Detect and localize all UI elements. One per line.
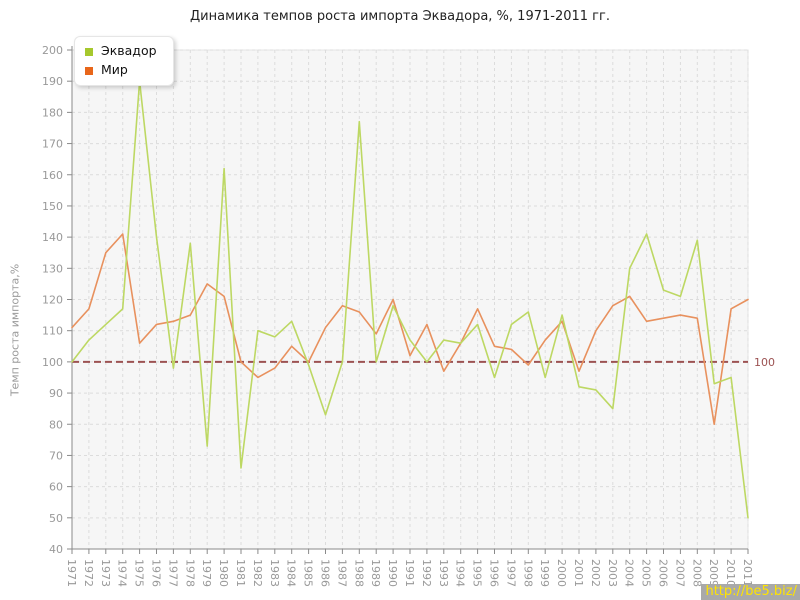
- legend-swatch-world: [85, 66, 93, 75]
- svg-text:2005: 2005: [640, 559, 653, 587]
- reference-line-label: 100: [754, 356, 775, 369]
- svg-text:70: 70: [49, 449, 63, 462]
- svg-text:2003: 2003: [606, 559, 619, 587]
- svg-text:1977: 1977: [166, 559, 179, 587]
- x-axis-tick-labels: 1971 1972 1973 1974 1975 1976 1977 1978 1979 1980…: [65, 559, 754, 587]
- svg-text:2010: 2010: [724, 559, 737, 587]
- series-world-line[interactable]: [71, 233, 749, 426]
- svg-text:200: 200: [42, 44, 63, 57]
- svg-text:1980: 1980: [217, 559, 230, 587]
- svg-text:1975: 1975: [133, 559, 146, 587]
- svg-text:100: 100: [754, 356, 775, 369]
- svg-text:90: 90: [49, 387, 63, 400]
- svg-text:170: 170: [42, 138, 63, 151]
- svg-text:1994: 1994: [454, 559, 467, 587]
- svg-text:1973: 1973: [99, 559, 112, 587]
- svg-text:2004: 2004: [623, 559, 636, 587]
- svg-text:160: 160: [42, 169, 63, 182]
- svg-text:1991: 1991: [403, 559, 416, 587]
- svg-text:1990: 1990: [386, 559, 399, 587]
- svg-text:1981: 1981: [234, 559, 247, 587]
- legend: Эквадор Мир: [74, 36, 174, 86]
- svg-text:130: 130: [42, 262, 63, 275]
- chart-title: Динамика темпов роста импорта Эквадора, …: [190, 9, 610, 24]
- svg-text:60: 60: [49, 481, 63, 494]
- svg-text:110: 110: [42, 325, 63, 338]
- svg-text:1999: 1999: [538, 559, 551, 587]
- legend-label-ecuador: Эквадор: [101, 43, 157, 59]
- svg-text:1983: 1983: [268, 559, 281, 587]
- svg-text:2001: 2001: [572, 559, 585, 587]
- svg-text:1998: 1998: [521, 559, 534, 587]
- gridlines: [71, 49, 749, 549]
- svg-text:1972: 1972: [82, 559, 95, 587]
- legend-item-world[interactable]: Мир: [85, 61, 157, 80]
- svg-text:50: 50: [49, 512, 63, 525]
- svg-text:2008: 2008: [690, 559, 703, 587]
- svg-text:180: 180: [42, 106, 63, 119]
- svg-text:1988: 1988: [352, 559, 365, 587]
- svg-text:1979: 1979: [200, 559, 213, 587]
- svg-text:1985: 1985: [302, 559, 315, 587]
- svg-text:2011: 2011: [741, 559, 754, 587]
- svg-text:1974: 1974: [116, 559, 129, 587]
- svg-text:1986: 1986: [319, 559, 332, 587]
- svg-text:190: 190: [42, 75, 63, 88]
- y-axis-tick-labels: 40 50 60 70 80 90 100 110 120 130 140 150 160 170 180 1…: [42, 44, 63, 556]
- svg-text:1996: 1996: [488, 559, 501, 587]
- svg-text:1993: 1993: [437, 559, 450, 587]
- svg-text:1992: 1992: [420, 559, 433, 587]
- svg-text:1984: 1984: [285, 559, 298, 587]
- svg-text:2002: 2002: [589, 559, 602, 587]
- legend-label-world: Мир: [101, 62, 128, 78]
- axes: [67, 46, 749, 554]
- svg-text:100: 100: [42, 356, 63, 369]
- svg-text:1989: 1989: [369, 559, 382, 587]
- watermark-link[interactable]: http://be5.biz/: [701, 584, 800, 600]
- svg-text:1978: 1978: [183, 559, 196, 587]
- svg-text:1982: 1982: [251, 559, 264, 587]
- legend-item-ecuador[interactable]: Эквадор: [85, 42, 157, 61]
- svg-text:1987: 1987: [335, 559, 348, 587]
- svg-text:140: 140: [42, 231, 63, 244]
- svg-text:1971: 1971: [65, 559, 78, 587]
- svg-text:2009: 2009: [707, 559, 720, 587]
- svg-text:40: 40: [49, 543, 63, 556]
- svg-text:1997: 1997: [504, 559, 517, 587]
- svg-text:1976: 1976: [150, 559, 163, 587]
- legend-swatch-ecuador: [85, 47, 93, 56]
- svg-text:2000: 2000: [555, 559, 568, 587]
- svg-text:80: 80: [49, 418, 63, 431]
- series-ecuador-line[interactable]: [71, 80, 749, 519]
- svg-text:1995: 1995: [471, 559, 484, 587]
- svg-text:120: 120: [42, 294, 63, 307]
- svg-text:2006: 2006: [657, 559, 670, 587]
- svg-text:2007: 2007: [673, 559, 686, 587]
- svg-text:150: 150: [42, 200, 63, 213]
